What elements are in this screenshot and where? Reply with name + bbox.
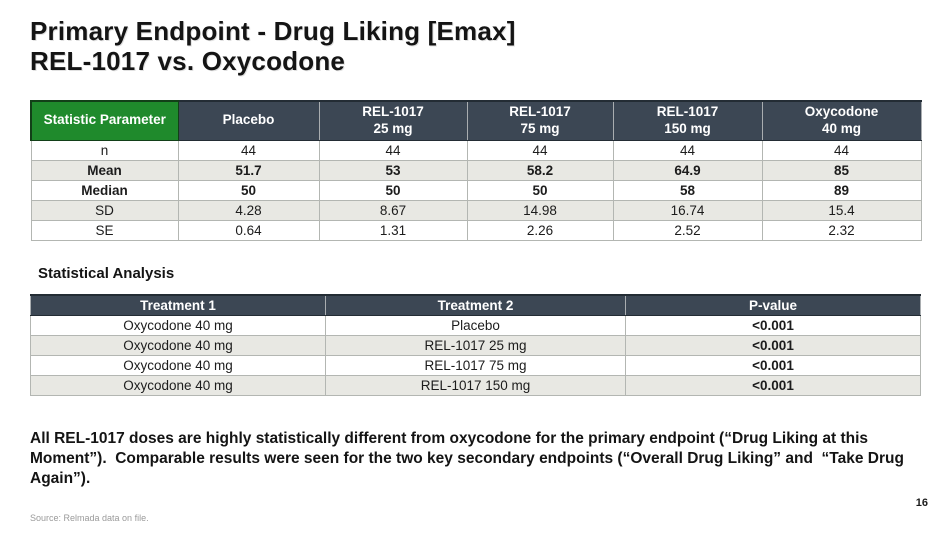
stats-header-placebo: Placebo (177, 99, 320, 141)
stats-header-rel75: REL-1017 75 mg (466, 99, 614, 141)
pvalue-cell: <0.001 (625, 315, 921, 336)
cell-value: 1.31 (318, 219, 468, 241)
analysis-header-treatment1: Treatment 1 (30, 294, 326, 316)
cell-value: 8.67 (318, 199, 468, 221)
cell-value: 51.7 (177, 159, 320, 181)
treatment2-cell: REL-1017 150 mg (325, 375, 626, 396)
stats-header-rel25: REL-1017 25 mg (318, 99, 468, 141)
cell-value: 53 (318, 159, 468, 181)
page-number: 16 (915, 497, 928, 509)
cell-value: 44 (761, 139, 922, 161)
treatment1-cell: Oxycodone 40 mg (30, 335, 326, 356)
table-row-mean: Mean 51.7 53 58.2 64.9 85 (30, 159, 922, 181)
table-row-se: SE 0.64 1.31 2.26 2.52 2.32 (30, 219, 922, 241)
row-label: Median (30, 179, 179, 201)
row-label: SD (30, 199, 179, 221)
analysis-header-row: Treatment 1 Treatment 2 P-value (30, 294, 921, 316)
treatment1-cell: Oxycodone 40 mg (30, 375, 326, 396)
slide-title-line2: REL-1017 vs. Oxycodone (30, 46, 346, 77)
slide-title: Primary Endpoint - Drug Liking [Emax] RE… (30, 16, 516, 77)
section-heading: Statistical Analysis (38, 265, 175, 282)
cell-value: 2.26 (466, 219, 614, 241)
cell-value: 85 (761, 159, 922, 181)
pvalue-cell: <0.001 (625, 335, 921, 356)
analysis-header-treatment2: Treatment 2 (325, 294, 626, 316)
stats-header-rel150: REL-1017 150 mg (612, 99, 763, 141)
cell-value: 50 (466, 179, 614, 201)
cell-value: 0.64 (177, 219, 320, 241)
stats-header-row: Statistic Parameter Placebo REL-1017 25 … (30, 99, 922, 141)
source-note: Source: Relmada data on file. (30, 513, 149, 523)
treatment1-cell: Oxycodone 40 mg (30, 355, 326, 376)
stats-header-oxycodone: Oxycodone 40 mg (761, 99, 922, 141)
treatment2-cell: REL-1017 75 mg (325, 355, 626, 376)
treatment1-cell: Oxycodone 40 mg (30, 315, 326, 336)
row-label: n (30, 139, 179, 161)
analysis-header-pvalue: P-value (625, 294, 921, 316)
cell-value: 14.98 (466, 199, 614, 221)
cell-value: 2.52 (612, 219, 763, 241)
summary-text: All REL-1017 doses are highly statistica… (30, 430, 908, 487)
treatment2-cell: Placebo (325, 315, 626, 336)
cell-value: 50 (318, 179, 468, 201)
cell-value: 89 (761, 179, 922, 201)
cell-value: 58.2 (466, 159, 614, 181)
table-row: Oxycodone 40 mg Placebo <0.001 (30, 315, 921, 336)
stats-table: Statistic Parameter Placebo REL-1017 25 … (30, 99, 922, 241)
table-row-sd: SD 4.28 8.67 14.98 16.74 15.4 (30, 199, 922, 221)
pvalue-cell: <0.001 (625, 375, 921, 396)
stats-header-parameter: Statistic Parameter (30, 99, 179, 141)
cell-value: 58 (612, 179, 763, 201)
cell-value: 64.9 (612, 159, 763, 181)
row-label: Mean (30, 159, 179, 181)
table-row-n: n 44 44 44 44 44 (30, 139, 922, 161)
cell-value: 4.28 (177, 199, 320, 221)
cell-value: 50 (177, 179, 320, 201)
table-row-median: Median 50 50 50 58 89 (30, 179, 922, 201)
row-label: SE (30, 219, 179, 241)
cell-value: 2.32 (761, 219, 922, 241)
cell-value: 44 (177, 139, 320, 161)
cell-value: 15.4 (761, 199, 922, 221)
slide-title-line1: Primary Endpoint - Drug Liking [Emax] (30, 16, 516, 46)
table-row: Oxycodone 40 mg REL-1017 25 mg <0.001 (30, 335, 921, 356)
cell-value: 16.74 (612, 199, 763, 221)
cell-value: 44 (466, 139, 614, 161)
analysis-table: Treatment 1 Treatment 2 P-value Oxycodon… (30, 294, 921, 396)
cell-value: 44 (612, 139, 763, 161)
table-row: Oxycodone 40 mg REL-1017 75 mg <0.001 (30, 355, 921, 376)
pvalue-cell: <0.001 (625, 355, 921, 376)
table-row: Oxycodone 40 mg REL-1017 150 mg <0.001 (30, 375, 921, 396)
treatment2-cell: REL-1017 25 mg (325, 335, 626, 356)
cell-value: 44 (318, 139, 468, 161)
